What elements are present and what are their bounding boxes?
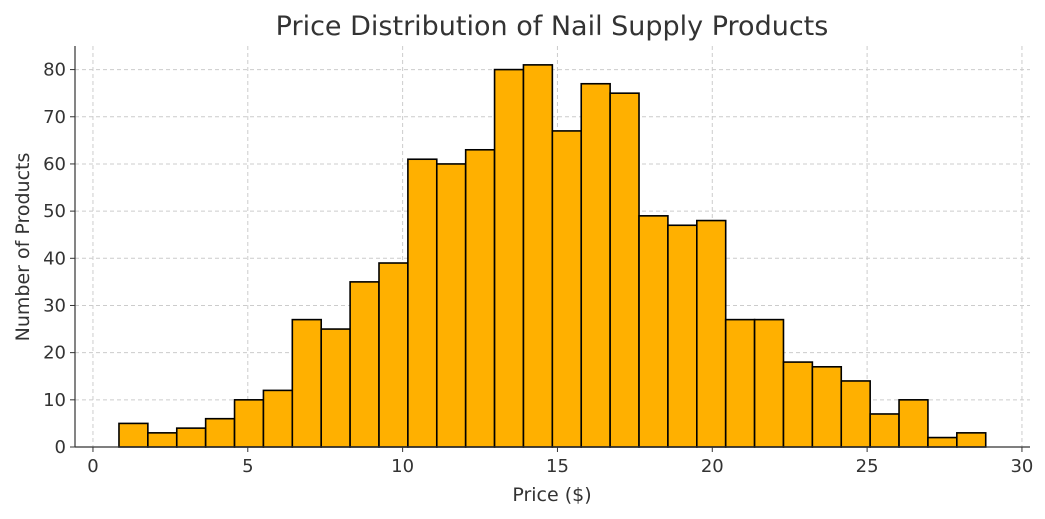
histogram-bar bbox=[464, 148, 496, 448]
histogram-bar bbox=[696, 219, 727, 448]
histogram-bar bbox=[580, 82, 611, 448]
histogram-bar bbox=[782, 361, 814, 448]
histogram-bar bbox=[378, 262, 409, 448]
y-tick-label: 40 bbox=[43, 248, 66, 269]
x-tick-label: 5 bbox=[242, 456, 253, 477]
x-axis-label: Price ($) bbox=[512, 484, 591, 506]
y-tick-label: 10 bbox=[43, 390, 66, 411]
histogram-bar bbox=[147, 432, 178, 448]
histogram-bar bbox=[407, 158, 438, 448]
histogram-bar bbox=[638, 215, 669, 448]
histogram-bar bbox=[667, 224, 698, 448]
x-tick-label: 10 bbox=[391, 456, 414, 477]
y-tick-label: 80 bbox=[43, 60, 66, 81]
y-tick-label: 30 bbox=[43, 295, 66, 316]
histogram-bar bbox=[869, 413, 900, 448]
histogram-bar bbox=[233, 399, 265, 448]
chart-title: Price Distribution of Nail Supply Produc… bbox=[276, 11, 829, 42]
y-axis-label: Number of Products bbox=[12, 153, 34, 342]
y-tick-label: 20 bbox=[43, 343, 66, 364]
histogram-bar bbox=[811, 365, 843, 448]
histogram-bar bbox=[522, 64, 554, 448]
y-tick-label: 0 bbox=[55, 437, 66, 458]
histogram-bar bbox=[175, 427, 207, 448]
y-tick-label: 70 bbox=[43, 107, 66, 128]
histogram-bar bbox=[435, 163, 467, 448]
histogram-bar bbox=[609, 92, 640, 448]
axes: 0 5 10 15 20 25 30 0 10 20 30 40 50 60 70 80 bbox=[43, 46, 1033, 477]
y-tick-label: 50 bbox=[43, 201, 66, 222]
histogram-bar bbox=[493, 68, 525, 448]
x-tick-label: 20 bbox=[701, 456, 724, 477]
histogram-bar bbox=[204, 417, 236, 448]
histogram-bar bbox=[927, 436, 958, 448]
histogram-bar bbox=[898, 399, 929, 448]
x-tick-label: 30 bbox=[1010, 456, 1033, 477]
histogram-bar bbox=[724, 318, 756, 448]
histogram-bar bbox=[349, 281, 380, 448]
bars bbox=[118, 64, 987, 448]
x-tick-label: 0 bbox=[87, 456, 98, 477]
x-tick-label: 15 bbox=[546, 456, 569, 477]
histogram-bar bbox=[118, 422, 149, 448]
x-tick-label: 25 bbox=[856, 456, 879, 477]
histogram-bar bbox=[291, 318, 323, 448]
y-tick-label: 60 bbox=[43, 154, 66, 175]
histogram-bar bbox=[753, 318, 785, 448]
histogram-bar bbox=[840, 380, 871, 448]
histogram-bar bbox=[551, 130, 583, 448]
histogram-bar bbox=[956, 432, 987, 448]
histogram-bar bbox=[262, 389, 294, 448]
histogram-bar bbox=[320, 328, 351, 448]
